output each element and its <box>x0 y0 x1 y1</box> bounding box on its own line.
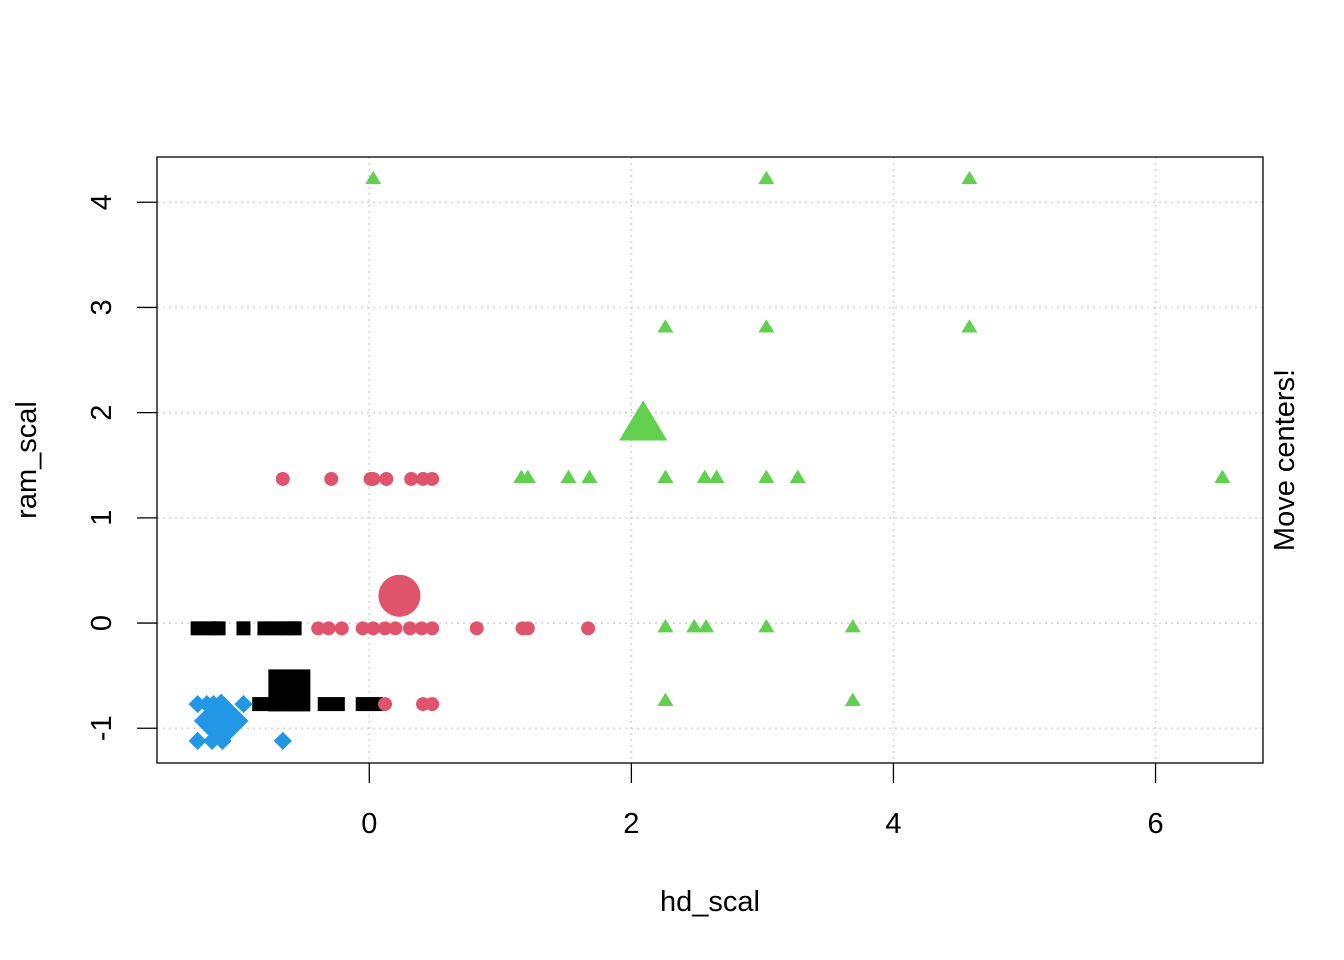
cluster-center <box>193 693 249 749</box>
y-tick-label: 3 <box>86 299 118 315</box>
data-point <box>581 621 596 636</box>
data-point <box>581 469 598 483</box>
data-point <box>257 621 272 636</box>
data-point <box>520 621 535 636</box>
x-axis-label: hd_scal <box>660 886 760 918</box>
right-margin-label: Move centers! <box>1269 369 1301 551</box>
data-point <box>378 621 393 636</box>
data-point <box>366 621 381 636</box>
data-point <box>388 621 403 636</box>
data-point <box>236 621 251 636</box>
y-tick-label: 0 <box>86 615 118 631</box>
cluster-center <box>619 400 668 441</box>
data-point <box>334 621 349 636</box>
data-point <box>961 319 978 333</box>
data-point <box>789 469 806 483</box>
data-point <box>188 694 207 714</box>
data-point <box>275 471 290 486</box>
data-point <box>758 619 775 633</box>
data-point <box>560 469 577 483</box>
cluster-center <box>268 669 311 712</box>
y-tick-label: 2 <box>86 405 118 421</box>
data-point <box>657 619 674 633</box>
data-point <box>311 621 326 636</box>
data-point <box>425 471 440 486</box>
y-tick-label: -1 <box>86 715 118 741</box>
axes: 0 2 4 6 -1 0 1 2 3 4 <box>86 194 1164 840</box>
data-point <box>190 621 205 636</box>
data-point <box>686 619 703 633</box>
x-tick-label: 2 <box>623 808 639 840</box>
data-point <box>188 731 207 751</box>
data-point <box>324 471 339 486</box>
data-point <box>657 319 674 333</box>
data-point <box>287 621 302 636</box>
data-point <box>378 697 393 712</box>
x-tick-label: 4 <box>885 808 901 840</box>
data-point <box>273 731 292 751</box>
data-point <box>330 697 345 712</box>
y-tick-label: 1 <box>86 510 118 526</box>
data-point <box>758 170 775 185</box>
data-point <box>696 469 713 483</box>
data-point <box>519 469 536 483</box>
data-point <box>657 692 674 706</box>
data-point <box>469 621 484 636</box>
data-point <box>234 694 253 714</box>
cluster-center <box>378 574 421 617</box>
data-point <box>758 319 775 333</box>
data-point <box>355 621 370 636</box>
data-point <box>404 471 419 486</box>
data-point <box>844 692 861 706</box>
data-point <box>961 170 978 185</box>
data-point <box>698 619 715 633</box>
data-point <box>414 621 429 636</box>
data-point <box>657 469 674 483</box>
data-point <box>425 697 440 712</box>
data-point <box>708 469 725 483</box>
data-points <box>188 170 1231 751</box>
plot-frame <box>156 156 1264 764</box>
data-point <box>844 619 861 633</box>
data-point <box>355 697 370 712</box>
x-tick-label: 6 <box>1147 808 1163 840</box>
data-point <box>1214 469 1231 483</box>
x-tick-label: 0 <box>361 808 377 840</box>
data-point <box>317 697 332 712</box>
data-point <box>321 621 336 636</box>
y-tick-label: 4 <box>86 194 118 210</box>
y-axis-label: ram_scal <box>11 401 43 519</box>
grid <box>157 157 1263 763</box>
data-point <box>211 621 226 636</box>
data-point <box>365 170 382 185</box>
data-point <box>758 469 775 483</box>
data-point <box>425 621 440 636</box>
data-point <box>379 471 394 486</box>
data-point <box>252 697 267 712</box>
data-point <box>402 621 417 636</box>
data-point <box>366 471 381 486</box>
